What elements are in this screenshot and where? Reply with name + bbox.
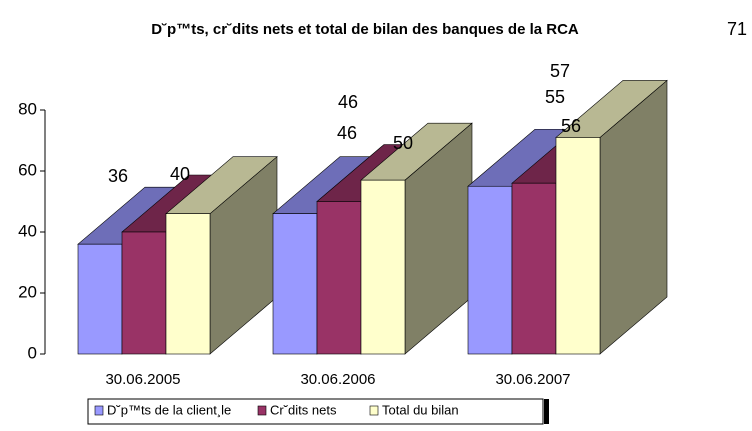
- data-label: 46: [338, 92, 358, 112]
- data-label: 57: [550, 61, 570, 81]
- bar: [555, 137, 601, 355]
- bar: [360, 179, 406, 355]
- data-label: 55: [545, 87, 565, 107]
- bar: [272, 213, 318, 355]
- data-label: 71: [727, 19, 747, 39]
- bar: [467, 185, 513, 355]
- y-tick-label: 60: [18, 160, 37, 179]
- x-tick-label: 30.06.2006: [300, 371, 375, 388]
- data-label: 46: [337, 123, 357, 143]
- bar: [165, 213, 211, 355]
- legend-label: Total du bilan: [382, 402, 459, 417]
- x-tick-label: 30.06.2007: [495, 371, 570, 388]
- x-tick-label: 30.06.2005: [105, 371, 180, 388]
- y-tick-label: 0: [28, 343, 37, 362]
- y-tick-label: 40: [18, 221, 37, 240]
- data-label: 56: [561, 116, 581, 136]
- bar: [511, 182, 557, 355]
- legend-label: D˘p™ts de la client¸le: [107, 402, 231, 417]
- legend-swatch: [369, 405, 379, 416]
- legend-swatch: [257, 405, 267, 416]
- legend-box: [87, 398, 544, 425]
- y-tick-label: 80: [18, 99, 37, 118]
- legend-edge: [544, 399, 549, 424]
- data-label: 50: [393, 133, 413, 153]
- bar: [121, 231, 167, 355]
- chart-title: D˘p™ts, cr˘dits nets et total de bilan d…: [151, 21, 579, 38]
- data-label: 40: [170, 164, 190, 184]
- y-tick-label: 20: [18, 282, 37, 301]
- data-label: 36: [108, 166, 128, 186]
- legend-label: Cr˘dits nets: [270, 402, 337, 417]
- bar: [77, 243, 123, 355]
- legend-swatch: [94, 405, 104, 416]
- bar: [316, 201, 362, 355]
